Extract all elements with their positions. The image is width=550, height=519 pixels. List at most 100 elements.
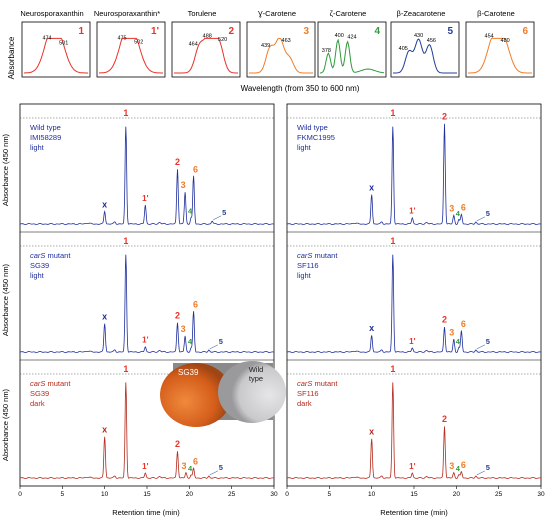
peak-label: 4 xyxy=(188,464,193,473)
photo-label-type: type xyxy=(249,374,263,383)
spectrum-panel: Neurosporaxanthin* 1' 475 502 xyxy=(94,9,166,78)
x-tick-label: 30 xyxy=(537,491,545,498)
peak-label: 2 xyxy=(175,310,180,320)
spectrum-curve xyxy=(468,37,532,74)
spectrum-peak-label: 520 xyxy=(218,37,227,43)
spectrum-peak-label: 502 xyxy=(134,40,143,46)
peak-label: 1' xyxy=(409,207,415,216)
chromatogram-trace xyxy=(20,254,275,354)
peak-label: 1 xyxy=(123,108,128,118)
panel-label: SF116 xyxy=(297,389,319,398)
peak-label: 1 xyxy=(123,236,128,246)
spectrum-peak-label: 424 xyxy=(347,35,356,41)
panel-label: FKMC1995 xyxy=(297,133,335,142)
chrom-xlabel-right: Retention time (min) xyxy=(380,508,448,517)
spectrum-number: 3 xyxy=(303,26,309,37)
spectra-ylabel: Absorbance xyxy=(7,36,16,79)
peak-label: 6 xyxy=(193,164,198,174)
peak-label: x xyxy=(369,426,374,436)
spectrum-peak-label: 480 xyxy=(501,38,510,44)
peak-label: 5 xyxy=(486,463,490,472)
x-tick-label: 15 xyxy=(410,491,418,498)
spectrum-peak-label: 474 xyxy=(42,36,51,42)
peak-label: 6 xyxy=(193,457,198,467)
peak-label: 5 xyxy=(219,337,223,346)
spectrum-panel: β-Carotene 6 454 480 xyxy=(465,9,535,78)
panel-label: dark xyxy=(30,399,45,408)
x-tick-label: 25 xyxy=(228,491,236,498)
spectrum-title: Ɣ-Carotene xyxy=(258,9,296,18)
panel-label: light xyxy=(297,143,312,152)
spectrum-peak-label: 456 xyxy=(427,38,436,44)
peak-label: x xyxy=(369,323,374,333)
peak-label: x xyxy=(369,182,374,192)
peak-label: 2 xyxy=(442,414,447,424)
spectrum-number: 4 xyxy=(374,26,380,37)
panel-label: IMI58289 xyxy=(30,133,61,142)
x-tick-label: 10 xyxy=(368,491,376,498)
spectrum-curve xyxy=(393,38,457,74)
chromatogram-trace xyxy=(20,382,275,480)
spectrum-curve xyxy=(319,38,385,74)
spectrum-panel: Torulene 2 464 488 520 xyxy=(171,9,241,78)
spectrum-peak-label: 501 xyxy=(59,40,68,46)
x-tick-label: 5 xyxy=(61,491,65,498)
spectrum-peak-label: 488 xyxy=(203,34,212,40)
peak-label: 1 xyxy=(390,236,395,246)
chromatogram-frame xyxy=(19,103,275,487)
peak-label: 2 xyxy=(442,111,447,121)
peak-label: x xyxy=(102,311,107,321)
spectrum-peak-label: 454 xyxy=(485,34,494,40)
peak-label: 3 xyxy=(449,327,454,337)
spectrum-number: 5 xyxy=(447,26,453,37)
panel-label: Wild type xyxy=(297,123,328,132)
chrom-ylabel-row1: Absorbance (450 nm) xyxy=(1,133,10,206)
panel-label: carS mutant xyxy=(297,251,338,260)
chromatogram-trace xyxy=(20,126,275,226)
peak-label: 6 xyxy=(461,319,466,329)
peak-label: 3 xyxy=(449,461,454,471)
peak-label: 1 xyxy=(390,108,395,118)
peak-label: 4 xyxy=(456,209,461,218)
x-tick-label: 15 xyxy=(143,491,151,498)
peak-label: 1' xyxy=(409,337,415,346)
spectrum-title: ζ-Carotene xyxy=(330,9,367,18)
peak-label: 3 xyxy=(181,324,186,334)
peak-label: 4 xyxy=(456,464,461,473)
x-tick-label: 10 xyxy=(101,491,109,498)
panel-label: Wild type xyxy=(30,123,61,132)
x-tick-label: 5 xyxy=(328,491,332,498)
peak-label: 2 xyxy=(442,315,447,325)
chromatogram-trace xyxy=(287,123,542,226)
peak-label: x xyxy=(102,199,107,209)
photo-label-wild: Wild xyxy=(249,365,264,374)
spectrum-peak-label: 400 xyxy=(335,33,344,39)
x-tick-label: 0 xyxy=(18,491,22,498)
chrom-xlabel-left: Retention time (min) xyxy=(112,508,180,517)
peak-label: 4 xyxy=(456,337,461,346)
spectrum-title: Torulene xyxy=(188,9,217,18)
peak-label: 6 xyxy=(461,202,466,212)
chromatogram-frame xyxy=(286,103,542,487)
peak-label: 5 xyxy=(219,463,223,472)
panel-label: carS mutant xyxy=(297,379,338,388)
panel-label: SF116 xyxy=(297,261,319,270)
x-tick-label: 20 xyxy=(186,491,194,498)
spectrum-panel: ζ-Carotene 4 378 400 424 xyxy=(317,9,387,78)
panel-label: light xyxy=(30,143,45,152)
peak-label: 1' xyxy=(142,194,148,203)
chromatogram-trace xyxy=(287,254,542,354)
chrom-ylabel-row3: Absorbance (450 nm) xyxy=(1,388,10,461)
peak-label: 2 xyxy=(175,157,180,167)
spectrum-peak-label: 464 xyxy=(189,41,198,47)
spectrum-peak-label: 405 xyxy=(399,46,408,52)
x-tick-label: 30 xyxy=(270,491,278,498)
chrom-ylabel-row2: Absorbance (450 nm) xyxy=(1,263,10,336)
spectra-xlabel: Wavelength (from 350 to 600 nm) xyxy=(241,84,360,93)
peak-label: 3 xyxy=(449,204,454,214)
